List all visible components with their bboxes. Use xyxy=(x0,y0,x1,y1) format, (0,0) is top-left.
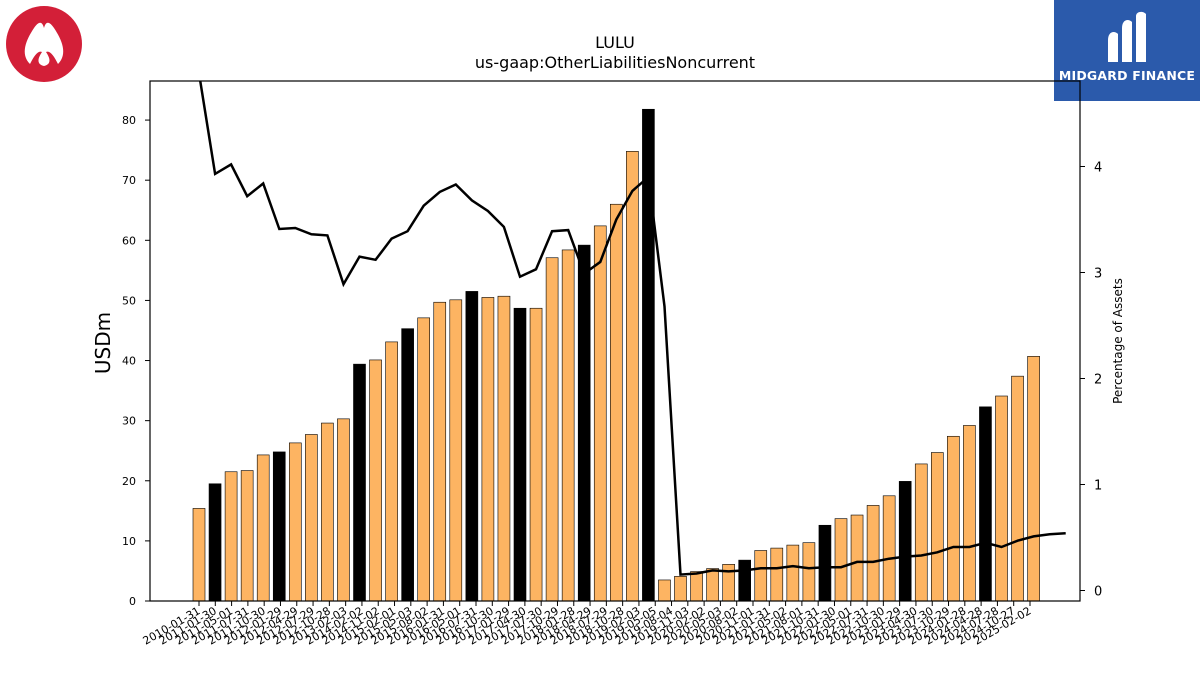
bar xyxy=(272,451,286,601)
bar xyxy=(593,225,607,601)
bar xyxy=(513,307,527,601)
bar xyxy=(834,518,848,601)
y2-tick-label: 1 xyxy=(1094,479,1102,494)
bar xyxy=(995,395,1008,601)
midgard-logo: MIDGARD FINANCE xyxy=(1054,0,1200,101)
y-tick-label: 60 xyxy=(122,234,136,247)
y-tick-label: 10 xyxy=(122,535,136,548)
y-tick-label: 20 xyxy=(122,475,136,488)
bar xyxy=(433,301,447,601)
bar xyxy=(609,203,623,601)
bar xyxy=(529,307,543,601)
bar xyxy=(979,406,992,601)
midgard-brand-text: MIDGARD FINANCE xyxy=(1058,68,1196,83)
bar xyxy=(947,435,960,601)
y-tick-label: 50 xyxy=(122,294,136,307)
bar xyxy=(401,328,414,601)
bar xyxy=(369,359,382,601)
bar xyxy=(738,559,752,601)
y2-tick-label: 2 xyxy=(1094,373,1102,388)
bar xyxy=(208,483,222,601)
bar xyxy=(305,434,318,601)
bar xyxy=(1027,356,1040,601)
bar xyxy=(754,550,768,601)
bar xyxy=(818,524,832,601)
bar xyxy=(626,151,639,601)
y-tick-label: 30 xyxy=(122,415,136,428)
y2-axis-label: Percentage of Assets xyxy=(1111,278,1125,404)
bar xyxy=(256,454,270,601)
bar xyxy=(288,442,302,601)
bar xyxy=(674,576,687,601)
y2-tick-label: 3 xyxy=(1094,267,1102,282)
bar xyxy=(561,249,575,601)
bar xyxy=(963,425,976,601)
bar xyxy=(465,291,479,601)
percentage-line xyxy=(198,81,1066,576)
bar xyxy=(353,363,366,601)
bar xyxy=(497,295,511,601)
bar xyxy=(898,481,912,601)
bar xyxy=(240,470,254,601)
y-tick-label: 0 xyxy=(129,595,136,608)
bar xyxy=(417,317,431,601)
bar xyxy=(786,544,800,601)
bar xyxy=(866,505,880,601)
bar xyxy=(882,495,896,601)
y-axis-label: USDm xyxy=(91,312,115,374)
plot-frame xyxy=(149,80,1081,602)
y-tick-label: 70 xyxy=(122,174,136,187)
midgard-logo-icon xyxy=(1104,10,1150,70)
bar xyxy=(449,299,463,601)
bar xyxy=(690,571,703,601)
bar xyxy=(658,579,671,601)
bars-group xyxy=(192,108,1040,601)
bar xyxy=(850,514,864,601)
bar xyxy=(642,108,655,601)
bar xyxy=(1011,375,1024,601)
bar xyxy=(337,418,350,601)
bar xyxy=(481,297,495,601)
bar xyxy=(321,422,334,601)
chart-subtitle: us-gaap:OtherLiabilitiesNoncurrent xyxy=(475,53,755,72)
bar xyxy=(706,568,719,601)
bar xyxy=(802,542,816,601)
bar xyxy=(930,452,944,601)
y2-tick-label: 4 xyxy=(1094,161,1102,176)
bar xyxy=(192,508,206,601)
chart-title: LULU xyxy=(595,33,635,52)
bar xyxy=(914,463,928,601)
bar xyxy=(545,257,559,601)
bar xyxy=(722,564,735,601)
bar xyxy=(224,471,238,601)
y-tick-label: 40 xyxy=(122,355,136,368)
bar xyxy=(770,547,784,601)
bar xyxy=(577,244,591,601)
lululemon-logo-icon xyxy=(6,6,82,82)
y2-tick-label: 0 xyxy=(1094,585,1102,600)
bar xyxy=(385,341,398,601)
y-tick-label: 80 xyxy=(122,114,136,127)
